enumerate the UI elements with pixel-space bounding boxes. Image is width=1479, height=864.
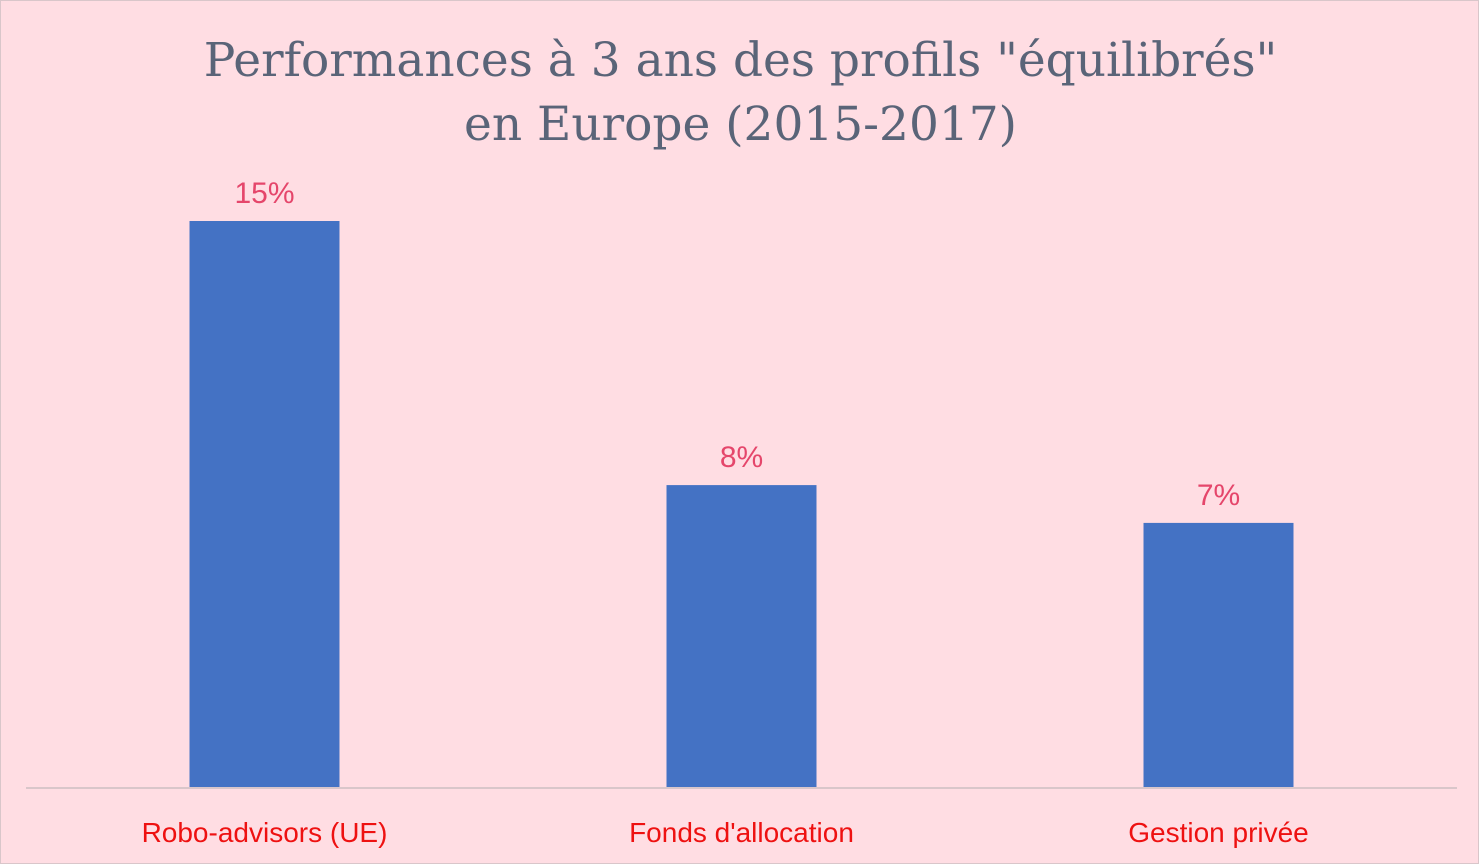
bar-1	[666, 485, 817, 787]
bars-group	[189, 221, 1294, 787]
bar-2	[1143, 522, 1294, 787]
data-label-1: 8%	[720, 441, 763, 474]
category-labels-group: Robo-advisors (UE) Fonds d'allocation Gest…	[142, 817, 1309, 848]
category-label-2: Gestion privée	[1128, 817, 1309, 848]
category-label-0: Robo-advisors (UE)	[142, 817, 388, 848]
data-labels-group: 15% 8% 7%	[234, 177, 1240, 512]
bar-0	[189, 221, 340, 787]
data-label-0: 15%	[234, 177, 294, 210]
data-label-2: 7%	[1197, 479, 1240, 512]
chart-title-line-1: Performances à 3 ans des profils "équili…	[203, 33, 1278, 88]
chart-title-line-2: en Europe (2015-2017)	[464, 97, 1017, 152]
chart-title: Performances à 3 ans des profils "équili…	[1, 29, 1479, 157]
category-label-1: Fonds d'allocation	[629, 817, 854, 848]
